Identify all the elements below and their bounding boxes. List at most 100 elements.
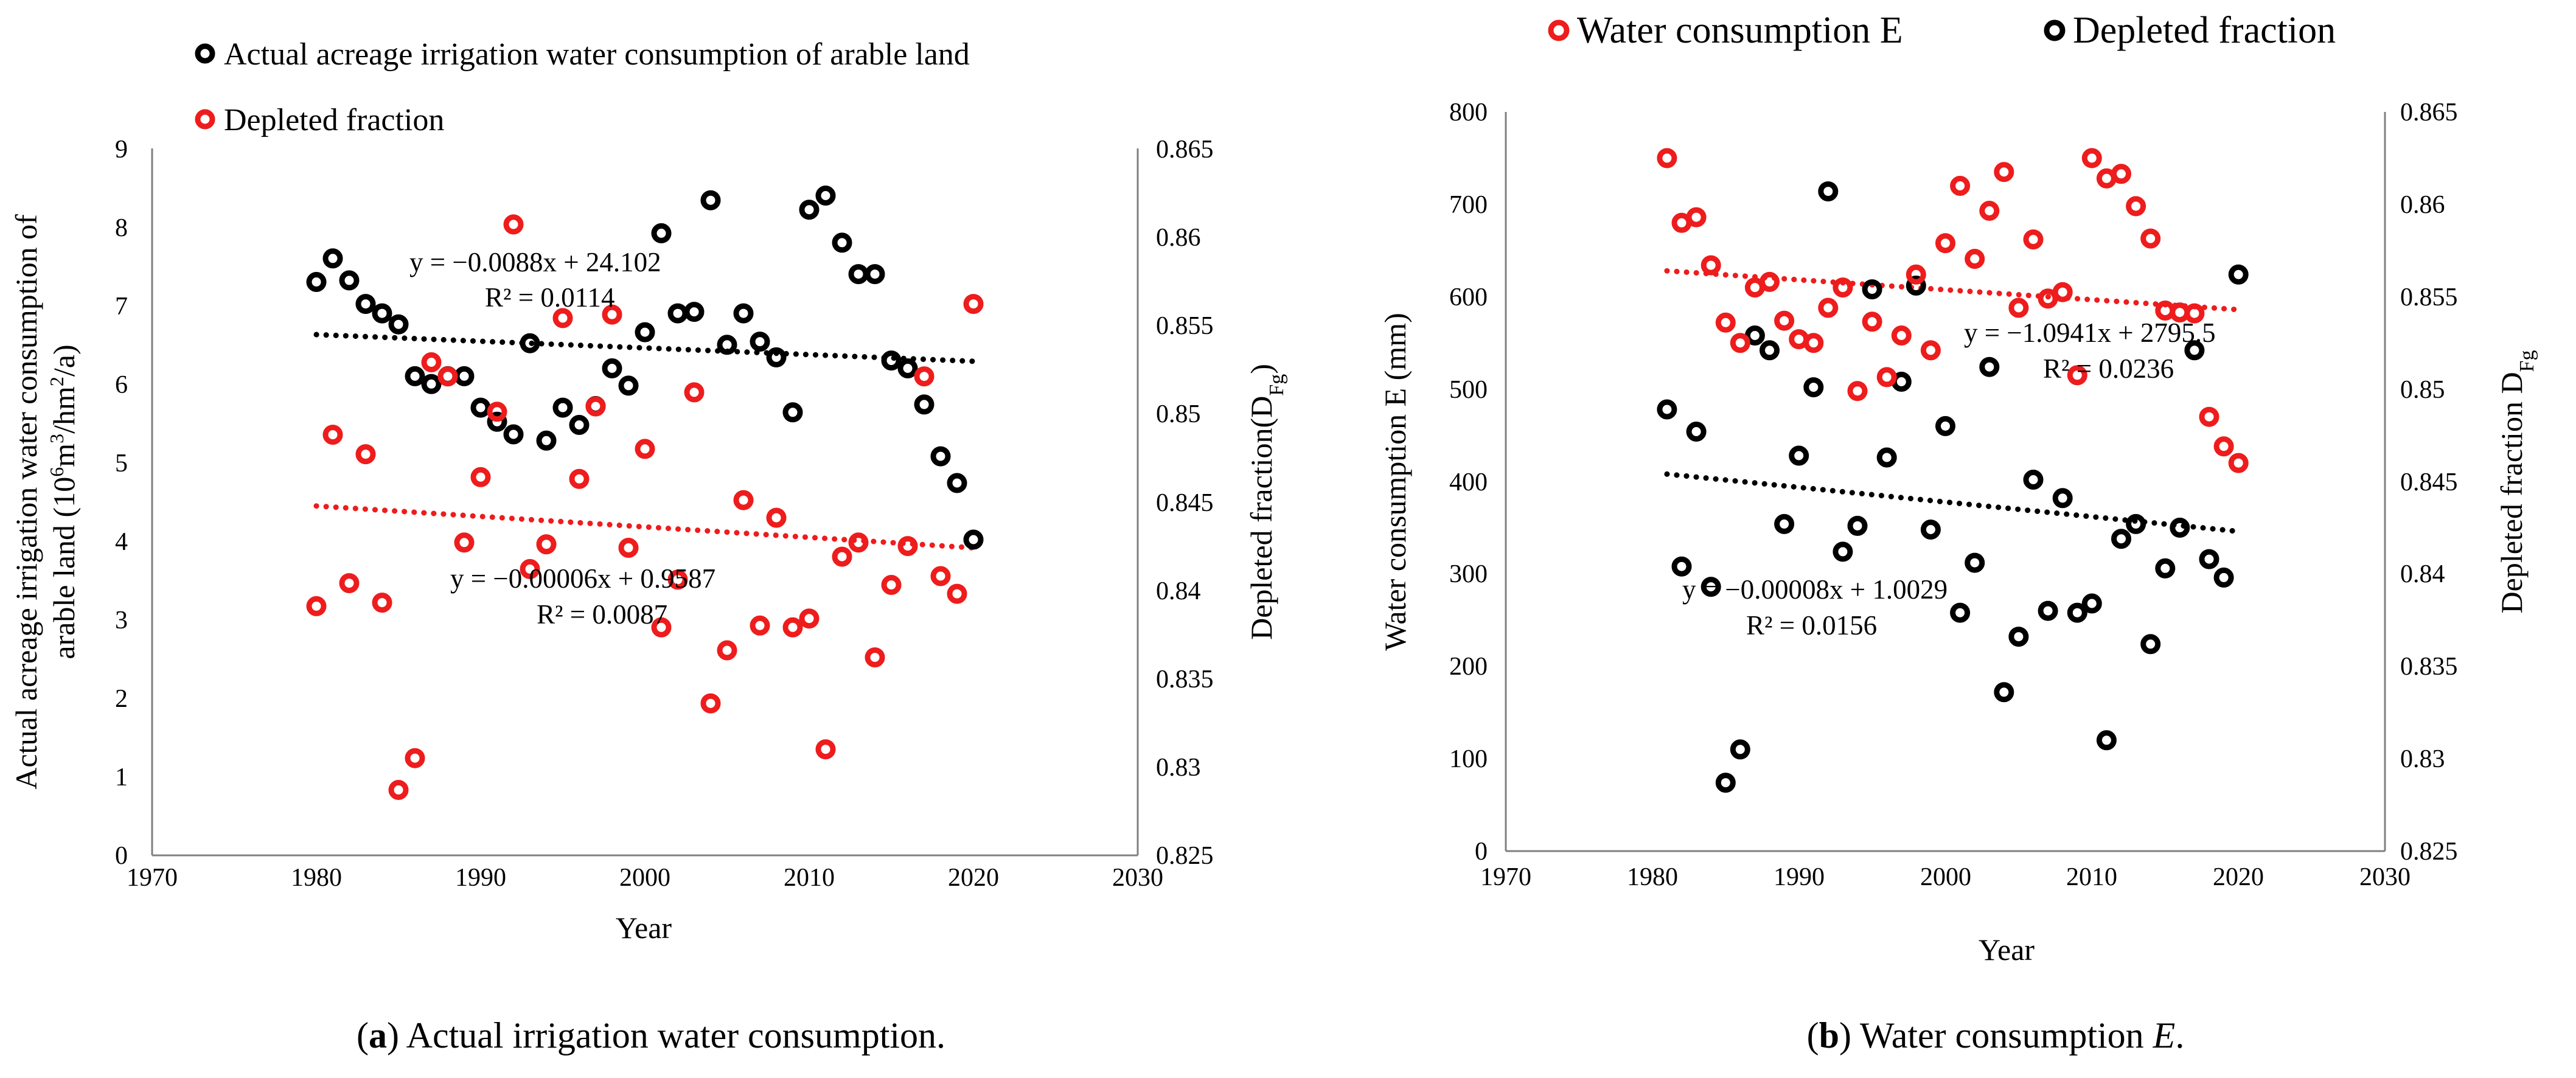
panel-a-irrigation-point (750, 332, 770, 352)
caption-b-text: ) Water consumption (1839, 1015, 2153, 1055)
panel-a-irrigation-point (602, 358, 622, 378)
panel-b-y-tick-labels: 0 100 200 300 400 500 600 700 800 (1449, 99, 1488, 866)
panel-b-y2-tick-label: 0.865 (2400, 99, 2458, 127)
panel-a-y2-tick-label: 0.83 (1156, 754, 1201, 782)
panel-b-legend-label-red: Water consumption E (1577, 10, 1903, 51)
panel-a-y2-tick-label: 0.855 (1156, 312, 1214, 340)
panel-a-y-tick-label: 6 (115, 371, 128, 399)
panel-a-y2-tick-label: 0.835 (1156, 666, 1214, 694)
panel-b-x-tick-label: 1990 (1774, 863, 1825, 891)
panel-a-depleted-point (454, 532, 475, 553)
panel-a-depleted-point (552, 308, 573, 329)
panel-b-y-tick-label: 200 (1449, 653, 1488, 681)
caption-a-text: ) Actual irrigation water consumption. (387, 1015, 945, 1055)
panel-b-x-tick-label: 1970 (1480, 863, 1531, 891)
panel-b-depleted-point (2052, 488, 2073, 509)
panel-b-water-point (2184, 303, 2205, 324)
panel-a-r2-red: R² = 0.0087 (537, 599, 667, 630)
panel-a-depleted-point (782, 617, 803, 638)
panel-b-y2-tick-label: 0.825 (2400, 838, 2458, 866)
panel-a-depleted-point (700, 693, 721, 714)
panel-a-x-axis-title: Year (616, 911, 672, 945)
panel-b-depleted-point (2228, 264, 2249, 285)
panel-a-y-tick-label: 4 (115, 528, 128, 556)
panel-a-y-axis-title-line1: Actual acreage irrigation water consumpt… (9, 214, 43, 790)
panel-b-water-point (2228, 453, 2249, 473)
panel-b-y-tick-label: 0 (1475, 838, 1488, 866)
panel-b-x-tick-label: 2020 (2213, 863, 2264, 891)
panel-a-r2-black: R² = 0.0114 (485, 282, 614, 313)
panel-a-irrigation-point (372, 303, 392, 324)
panel-a-y-tick-label: 1 (115, 763, 128, 791)
panel-a-irrigation-point (963, 529, 984, 550)
panel-a-irrigation-point (635, 322, 655, 343)
panel-b-depleted-point (1744, 325, 1765, 346)
panel-a-depleted-point (520, 558, 540, 579)
panel-a-depleted-point (930, 566, 951, 586)
panel-a-irrigation-point (306, 272, 327, 292)
panel-b-depleted-point (1994, 682, 2014, 703)
panel-a-y-axis-title-part: /hm (47, 386, 81, 434)
panel-a-y-tick-label: 2 (115, 685, 128, 713)
panel-b-depleted-point (1701, 577, 1721, 597)
caption-a: (a) Actual irrigation water consumption. (357, 1015, 945, 1055)
panel-b-legend-marker-red (1548, 19, 1570, 41)
panel-b-y2-tick-label: 0.85 (2400, 376, 2445, 404)
panel-b-x-tick-labels: 1970 1980 1990 2000 2010 2020 2030 (1480, 863, 2411, 891)
panel-a-depleted-point (618, 538, 639, 558)
panel-a-legend-marker-red (195, 109, 215, 130)
panel-b-depleted-point (2155, 558, 2176, 579)
panel-b-depleted-point (1715, 773, 1736, 793)
panel-b-y-tick-label: 400 (1449, 468, 1488, 496)
panel-a-y-axis-title-sup: 3 (46, 434, 68, 443)
panel-b-water-point (1979, 201, 2000, 221)
panel-b-depleted-point (1847, 515, 1868, 536)
panel-b-equation-red: y = −1.0941x + 2795.5 (1964, 318, 2216, 348)
caption-b-letter: b (1819, 1015, 1839, 1055)
panel-b-depleted-point (1876, 447, 1897, 468)
panel-b-depleted-point (1686, 422, 1707, 442)
panel-a-depleted-point (372, 593, 392, 613)
caption-b-open: ( (1807, 1015, 1819, 1055)
panel-a-irrigation-point (799, 200, 820, 220)
panel-a-irrigation-point (815, 186, 836, 206)
panel-b-r2-red: R² = 0.0236 (2043, 353, 2174, 384)
panel-a-depleted-point (635, 439, 655, 459)
panel-a-legend-label-black: Actual acreage irrigation water consumpt… (224, 37, 970, 72)
panel-a-y2-tick-label: 0.85 (1156, 400, 1201, 428)
panel-a-irrigation-point (782, 402, 803, 423)
panel-a-irrigation-point (684, 302, 705, 322)
panel-a-y2-axis-title-part: ) (1244, 364, 1278, 374)
panel-a-points-red (306, 214, 984, 800)
panel-a-depleted-point (881, 575, 902, 595)
panel-b-depleted-point (1920, 520, 1941, 540)
panel-b-water-point (1906, 264, 1926, 285)
panel-a-y2-axis-title: Depleted fraction(DFg) (1244, 364, 1288, 640)
panel-a-irrigation-point (881, 350, 902, 371)
panel-b-y-tick-label: 600 (1449, 283, 1488, 311)
panel-a-irrigation-point (487, 411, 507, 432)
panel-a-y2-axis-title-sub: Fg (1265, 374, 1288, 396)
panel-b-depleted-point (1671, 556, 1692, 577)
panel-b-depleted-point (1803, 377, 1824, 398)
panel-b-depleted-point (2199, 549, 2219, 569)
panel-b-depleted-point (1965, 552, 1985, 573)
panel-a-y-axis-title-line2: arable land (106m3/hm2/a) (46, 344, 81, 659)
caption-b-italic: E (2153, 1015, 2176, 1055)
panel-b-x-tick-label: 2010 (2066, 863, 2117, 891)
panel-a-y-axis-title-part: /a) (47, 344, 81, 377)
panel-a-irrigation-point (897, 358, 918, 378)
panel-a-irrigation-point (503, 424, 524, 445)
panel-b-water-point (1803, 333, 1824, 353)
panel-a-x-tick-label: 2020 (948, 864, 999, 892)
panel-b-y2-tick-label: 0.84 (2400, 560, 2445, 588)
panel-a-irrigation-point (388, 314, 409, 335)
panel-a-y-axis-title-part: arable land (10 (47, 477, 81, 659)
panel-b-depleted-point (2140, 634, 2161, 655)
panel-a-depleted-point (421, 352, 442, 372)
panel-b-water-point (1935, 233, 1955, 254)
panel-b-water-point (1891, 325, 1912, 346)
panel-b-water-point (1833, 277, 1853, 298)
caption-a-letter: a (369, 1015, 387, 1055)
panel-b-water-point (1965, 249, 1985, 269)
